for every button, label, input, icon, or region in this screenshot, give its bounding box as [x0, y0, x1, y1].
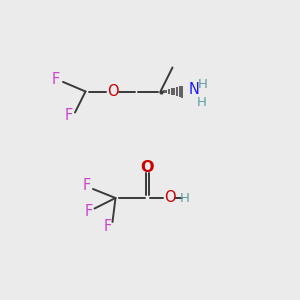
- Text: F: F: [65, 108, 73, 123]
- Text: O: O: [107, 84, 118, 99]
- Text: O: O: [140, 160, 154, 175]
- Text: F: F: [51, 72, 60, 87]
- Text: N: N: [189, 82, 200, 98]
- Text: H: H: [198, 77, 208, 91]
- Text: F: F: [83, 178, 91, 194]
- Text: F: F: [104, 219, 112, 234]
- Text: O: O: [164, 190, 175, 206]
- Text: H: H: [196, 95, 206, 109]
- Text: H: H: [180, 191, 189, 205]
- Text: F: F: [84, 204, 93, 219]
